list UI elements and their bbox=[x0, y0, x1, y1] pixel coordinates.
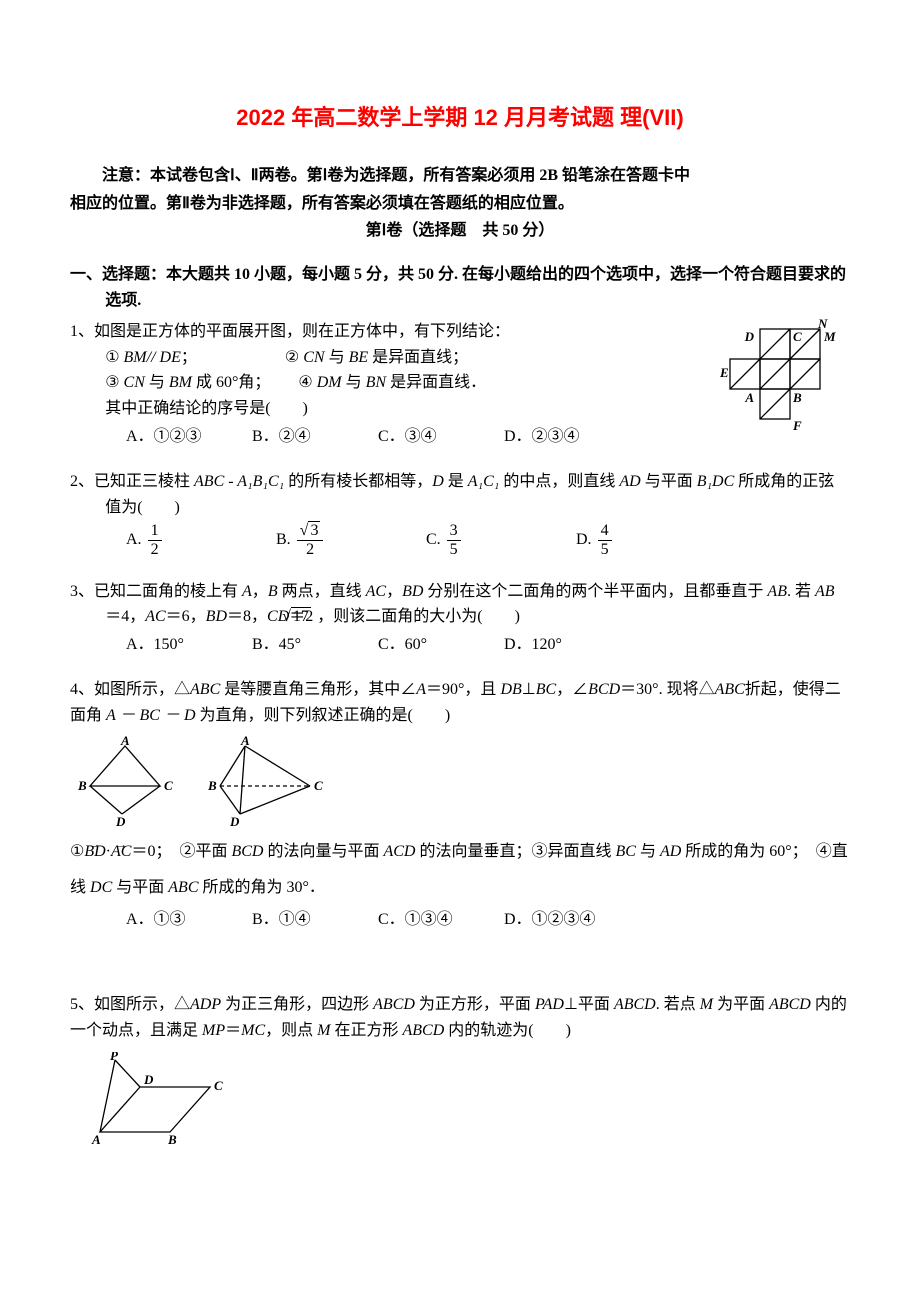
notice-line-1: 注意：本试卷包含Ⅰ、Ⅱ两卷。第Ⅰ卷为选择题，所有答案必须用 2B 铅笔涂在答题卡… bbox=[70, 163, 850, 189]
q4-opt-d: D．①②③④ bbox=[504, 907, 596, 933]
q4-stem: 4、如图所示，△ABC 是等腰直角三角形，其中∠A＝90°，且 DB⊥BC，∠B… bbox=[70, 677, 850, 728]
svg-text:F: F bbox=[792, 418, 802, 433]
svg-text:D: D bbox=[143, 1072, 154, 1087]
q3-opt-a: A．150° bbox=[126, 632, 216, 658]
q2-opt-b: B. 32 bbox=[276, 522, 366, 558]
q4-conds: ①BD·AC＝0； ②平面 BCD 的法向量与平面 ACD 的法向量垂直；③异面… bbox=[70, 834, 850, 904]
q1-opt-d: D．②③④ bbox=[504, 424, 594, 450]
svg-text:A: A bbox=[240, 736, 250, 748]
q2-stem: 2、已知正三棱柱 ABC - A₁B₁C₁ 的所有棱长都相等，D 是 A₁C₁ … bbox=[70, 469, 850, 520]
q1-figure: N D C M E A B F bbox=[700, 319, 850, 439]
q3-options: A．150° B．45° C．60° D．120° bbox=[70, 632, 850, 658]
question-3: 3、已知二面角的棱上有 A，B 两点，直线 AC，BD 分别在这个二面角的两个半… bbox=[70, 579, 850, 658]
q2-opt-a: A. 12 bbox=[126, 522, 216, 558]
svg-text:C: C bbox=[214, 1078, 223, 1093]
svg-text:E: E bbox=[719, 365, 729, 380]
q5-figure: P A B C D bbox=[70, 1052, 850, 1147]
svg-text:A: A bbox=[120, 736, 130, 748]
svg-text:B: B bbox=[792, 390, 802, 405]
q2-opt-d: D. 45 bbox=[576, 522, 666, 558]
page-title: 2022 年高二数学上学期 12 月月考试题 理(VII) bbox=[70, 100, 850, 135]
part-1-label: 第Ⅰ卷（选择题 共 50 分） bbox=[70, 218, 850, 244]
section-1-heading: 一、选择题：本大题共 10 小题，每小题 5 分，共 50 分. 在每小题给出的… bbox=[105, 262, 850, 313]
svg-text:C: C bbox=[314, 778, 323, 793]
svg-text:C: C bbox=[793, 329, 802, 344]
q3-opt-b: B．45° bbox=[252, 632, 342, 658]
svg-text:A: A bbox=[91, 1132, 101, 1147]
q3-opt-d: D．120° bbox=[504, 632, 594, 658]
svg-text:B: B bbox=[77, 778, 87, 793]
q4-figure: A B C D A B C D bbox=[70, 736, 850, 826]
svg-text:B: B bbox=[207, 778, 217, 793]
q2-options: A. 12 B. 32 C. 35 D. 45 bbox=[70, 522, 850, 558]
q1-options: A．①②③ B．②④ C．③④ D．②③④ bbox=[70, 424, 692, 450]
svg-text:A: A bbox=[744, 390, 754, 405]
q4-opt-a: A．①③ bbox=[126, 907, 216, 933]
q1-opt-b: B．②④ bbox=[252, 424, 342, 450]
q1-opt-a: A．①②③ bbox=[126, 424, 216, 450]
svg-text:D: D bbox=[229, 814, 240, 826]
svg-text:C: C bbox=[164, 778, 173, 793]
svg-text:M: M bbox=[823, 329, 836, 344]
svg-text:B: B bbox=[167, 1132, 177, 1147]
q2-opt-c: C. 35 bbox=[426, 522, 516, 558]
q4-opt-b: B．①④ bbox=[252, 907, 342, 933]
q5-stem: 5、如图所示，△ADP 为正三角形，四边形 ABCD 为正方形，平面 PAD⊥平… bbox=[70, 992, 850, 1043]
svg-text:D: D bbox=[744, 329, 755, 344]
q1-opt-c: C．③④ bbox=[378, 424, 468, 450]
question-5: 5、如图所示，△ADP 为正三角形，四边形 ABCD 为正方形，平面 PAD⊥平… bbox=[70, 992, 850, 1146]
notice-line-2: 相应的位置。第Ⅱ卷为非选择题，所有答案必须填在答题纸的相应位置。 bbox=[70, 191, 850, 217]
q4-options: A．①③ B．①④ C．①③④ D．①②③④ bbox=[70, 907, 850, 933]
svg-text:P: P bbox=[110, 1052, 119, 1063]
q4-opt-c: C．①③④ bbox=[378, 907, 468, 933]
q3-opt-c: C．60° bbox=[378, 632, 468, 658]
question-4: 4、如图所示，△ABC 是等腰直角三角形，其中∠A＝90°，且 DB⊥BC，∠B… bbox=[70, 677, 850, 932]
question-2: 2、已知正三棱柱 ABC - A₁B₁C₁ 的所有棱长都相等，D 是 A₁C₁ … bbox=[70, 469, 850, 558]
q3-stem: 3、已知二面角的棱上有 A，B 两点，直线 AC，BD 分别在这个二面角的两个半… bbox=[70, 579, 850, 630]
question-1: N D C M E A B F 1、如图是正方体的平面展开图，则在正方体中，有下… bbox=[70, 319, 850, 449]
svg-text:D: D bbox=[115, 814, 126, 826]
